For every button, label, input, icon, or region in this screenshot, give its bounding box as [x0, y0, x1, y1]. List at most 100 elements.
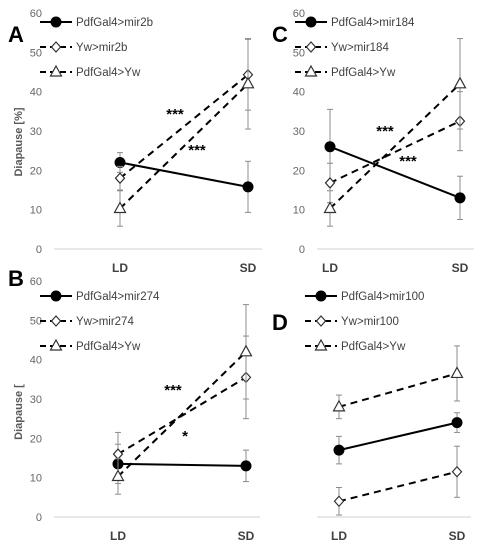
series-line	[119, 73, 249, 179]
y-tick-label: 40	[293, 87, 305, 99]
circle-marker	[451, 417, 463, 429]
y-tick-label: 10	[30, 473, 42, 485]
legend-label: PdfGal4>Yw	[76, 341, 141, 353]
panel-letter: C	[272, 22, 288, 47]
y-tick-label: 10	[293, 205, 305, 217]
y-tick-label: 60	[293, 8, 305, 20]
circle-marker	[242, 181, 254, 193]
y-tick-label: 20	[30, 433, 42, 445]
series-line	[117, 376, 247, 455]
triangle-marker	[49, 338, 63, 351]
x-category-label: LD	[322, 261, 338, 275]
triangle-marker	[241, 76, 255, 89]
circle-marker	[50, 16, 62, 28]
triangle-marker	[49, 64, 63, 77]
circle-marker	[114, 156, 126, 168]
legend-label: Yw>mir100	[341, 316, 399, 328]
legend-label: PdfGal4>mir2b	[76, 17, 153, 29]
series-3	[111, 304, 253, 495]
x-category-label: SD	[449, 529, 466, 543]
triangle-marker	[323, 201, 337, 214]
triangle-marker	[453, 76, 467, 89]
series-line	[119, 161, 249, 188]
circle-marker	[454, 192, 466, 204]
significance-label: ***	[399, 153, 417, 170]
y-tick-label: 20	[30, 165, 42, 177]
panel-d: D LD SD PdfGal4>mir100 Yw>mir100 PdfGal4>Yw	[272, 290, 471, 543]
legend-label: PdfGal4>Yw	[76, 67, 141, 79]
panel-b: B 0 10 20 30 40 50 60 Diapause [LD SD PdfGal4>mir2…	[8, 266, 260, 543]
series-line	[117, 462, 247, 467]
circle-marker	[315, 290, 327, 302]
y-tick-label: 20	[293, 165, 305, 177]
significance-label: *	[182, 428, 188, 445]
y-tick-label: 30	[293, 126, 305, 138]
x-category-label: SD	[452, 261, 469, 275]
legend-label: PdfGal4>mir184	[331, 17, 415, 29]
x-category-label: LD	[331, 529, 347, 543]
significance-label: ***	[164, 382, 182, 399]
y-tick-label: 50	[30, 315, 42, 327]
circle-marker	[305, 16, 317, 28]
legend-label: Yw>mir184	[331, 42, 389, 54]
x-category-label: SD	[238, 529, 255, 543]
diamond-marker	[305, 41, 317, 53]
panel-c: C 0 10 20 30 40 50 60 LD SD PdfGal4>mir184 Yw>mir18…	[272, 8, 474, 275]
series-2	[112, 335, 252, 477]
diamond-marker	[324, 177, 336, 189]
triangle-marker	[304, 64, 318, 77]
y-tick-label: 60	[30, 8, 42, 20]
x-category-label: LD	[110, 529, 126, 543]
series-2	[114, 38, 254, 191]
diamond-marker	[315, 315, 327, 327]
series-2	[333, 445, 463, 516]
triangle-marker	[113, 201, 127, 214]
series-line	[329, 145, 461, 199]
x-category-label: LD	[112, 261, 128, 275]
y-tick-label: 30	[30, 394, 42, 406]
y-tick-label: 50	[293, 47, 305, 59]
diamond-marker	[333, 495, 345, 508]
circle-marker	[333, 444, 345, 456]
series-line	[329, 120, 461, 184]
triangle-marker	[239, 344, 253, 357]
series-line	[119, 83, 249, 210]
panel-letter: A	[8, 22, 24, 47]
legend-label: PdfGal4>Yw	[331, 67, 396, 79]
triangle-marker	[314, 338, 328, 351]
series-line	[338, 372, 458, 408]
triangle-marker	[332, 399, 346, 412]
series-1	[114, 152, 254, 213]
series-1	[112, 443, 252, 485]
x-category-label: SD	[240, 261, 257, 275]
y-tick-label: 60	[30, 276, 42, 288]
diamond-marker	[50, 41, 62, 53]
series-1	[324, 108, 466, 220]
legend-label: PdfGal4>Yw	[341, 341, 406, 353]
series-line	[117, 351, 247, 478]
diamond-marker	[50, 315, 62, 327]
series-3	[113, 38, 255, 227]
legend-label: Yw>mir274	[76, 316, 134, 328]
y-tick-label: 0	[36, 244, 42, 256]
y-tick-label: 0	[299, 244, 305, 256]
circle-marker	[324, 141, 336, 153]
legend-label: PdfGal4>mir100	[341, 291, 424, 303]
triangle-marker	[111, 469, 125, 482]
circle-marker	[50, 290, 62, 302]
y-tick-label: 0	[36, 512, 42, 524]
series-line	[329, 83, 461, 210]
y-tick-label: 40	[30, 87, 42, 99]
triangle-marker	[450, 366, 464, 379]
circle-marker	[240, 460, 252, 472]
y-tick-label: 30	[30, 126, 42, 138]
panel-letter: B	[8, 266, 24, 291]
y-tick-label: 10	[30, 205, 42, 217]
series-1	[333, 412, 463, 465]
diamond-marker	[451, 465, 463, 478]
y-tick-label: 40	[30, 355, 42, 367]
significance-label: ***	[188, 142, 206, 159]
y-axis-label: Diapause [	[13, 384, 25, 440]
y-axis-label: Diapause [%]	[13, 107, 25, 176]
